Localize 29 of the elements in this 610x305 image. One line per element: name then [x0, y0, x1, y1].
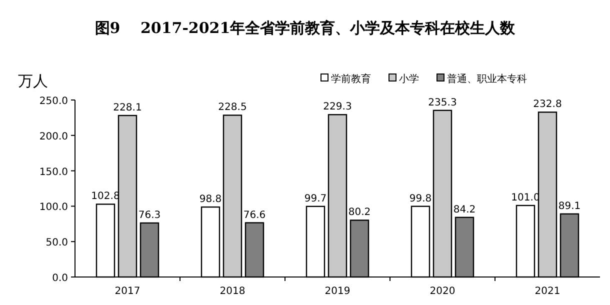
- x-tick-label: 2019: [324, 286, 350, 297]
- x-tick-label: 2017: [114, 286, 140, 297]
- y-tick-label: 150.0: [39, 166, 68, 178]
- data-label: 228.1: [113, 102, 142, 114]
- legend-label: 小学: [399, 73, 419, 85]
- data-label: 80.2: [348, 207, 371, 218]
- y-tick-label: 250.0: [39, 96, 68, 107]
- y-tick-label: 50.0: [46, 238, 68, 249]
- data-label: 229.3: [323, 102, 352, 113]
- data-label: 232.8: [533, 99, 562, 110]
- legend-label: 学前教育: [331, 73, 371, 85]
- y-tick-label: 0.0: [52, 273, 68, 284]
- data-label: 84.2: [453, 204, 476, 216]
- x-tick-label: 2020: [430, 286, 456, 297]
- data-label: 98.8: [199, 194, 222, 206]
- y-tick-label: 200.0: [39, 131, 68, 142]
- x-tick-label: 2021: [534, 286, 560, 297]
- chart-title: 图9 2017-2021年全省学前教育、小学及本专科在校生人数: [94, 19, 516, 37]
- data-label: 76.6: [243, 210, 266, 221]
- data-label: 99.8: [409, 193, 432, 204]
- data-label: 99.7: [304, 193, 327, 204]
- data-label: 89.1: [558, 200, 581, 212]
- x-tick-label: 2018: [220, 286, 246, 297]
- legend-label: 普通、职业本专科: [447, 73, 527, 85]
- data-label: 228.5: [218, 102, 247, 114]
- y-tick-label: 100.0: [39, 202, 68, 214]
- data-label: 235.3: [428, 97, 457, 108]
- data-label: 76.3: [138, 210, 161, 221]
- y-axis-title: 万人: [18, 72, 48, 90]
